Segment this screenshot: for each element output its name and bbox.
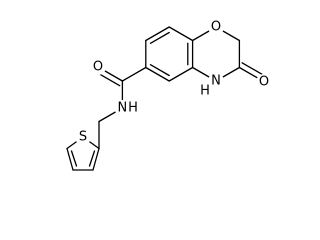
atom-label: O — [93, 60, 103, 75]
bonds — [66, 26, 267, 171]
atom-label: O — [211, 20, 221, 35]
atom-label: N — [118, 101, 128, 116]
atom-label: H — [200, 84, 210, 99]
atom-labels: O O N H O N H S — [75, 19, 272, 145]
atom-label: S — [79, 130, 87, 145]
atom-label: H — [128, 101, 138, 116]
atom-label: N — [211, 74, 221, 89]
molecule-diagram: O O N H O N H S — [66, 19, 272, 171]
atom-label: O — [259, 75, 269, 90]
